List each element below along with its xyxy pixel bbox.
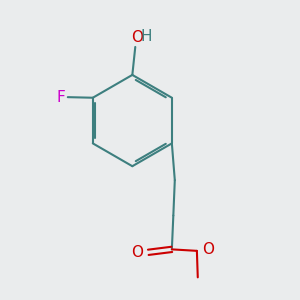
Text: H: H <box>141 29 152 44</box>
Text: O: O <box>131 30 143 45</box>
Text: O: O <box>202 242 214 257</box>
Text: F: F <box>56 90 65 105</box>
Text: O: O <box>131 245 143 260</box>
